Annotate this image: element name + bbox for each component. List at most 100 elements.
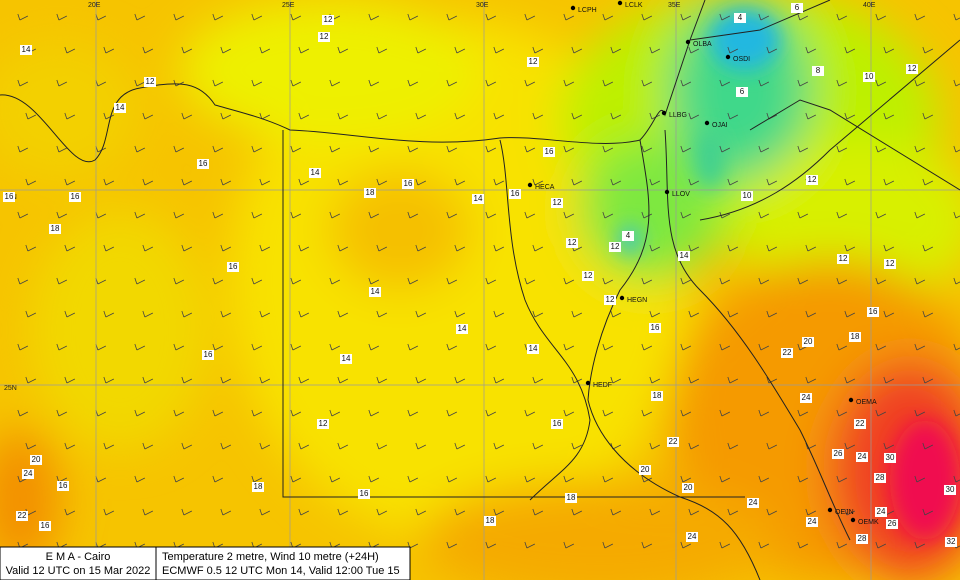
- temperature-label: 16: [651, 323, 660, 332]
- temperature-label: 14: [371, 287, 380, 296]
- temperature-label: 16: [204, 350, 213, 359]
- wind-barbs: [17, 13, 960, 549]
- label-bg: [867, 307, 879, 317]
- station-label: LLOV: [672, 191, 690, 198]
- label-bg: [667, 437, 679, 447]
- label-bg: [800, 393, 812, 403]
- station-label: LLBG: [669, 112, 687, 119]
- temperature-label: 24: [749, 498, 758, 507]
- station-dot: [827, 507, 833, 513]
- temperature-label: 20: [641, 465, 650, 474]
- station-label: LCPH: [578, 7, 597, 14]
- label-bg: [565, 493, 577, 503]
- label-bg: [791, 3, 803, 13]
- label-bg: [875, 507, 887, 517]
- temperature-label: 18: [51, 224, 60, 233]
- temperature-label: 18: [851, 332, 860, 341]
- label-bg: [734, 13, 746, 23]
- temperature-label: 26: [834, 449, 843, 458]
- temperature-label: 12: [908, 64, 917, 73]
- station-label: OEMA: [856, 399, 877, 406]
- label-bg: [144, 77, 156, 87]
- temperature-label: 18: [254, 482, 263, 491]
- label-bg: [832, 449, 844, 459]
- temperature-label: 20: [32, 455, 41, 464]
- temperature-label: 16: [59, 481, 68, 490]
- temperature-label: 18: [653, 391, 662, 400]
- label-bg: [856, 452, 868, 462]
- grid-label: 35E: [668, 2, 681, 9]
- label-bg: [741, 191, 753, 201]
- station-dot: [725, 54, 731, 60]
- label-bg: [22, 469, 34, 479]
- temperature-label: 16: [404, 179, 413, 188]
- temperature-label: 4: [626, 231, 631, 240]
- temperature-label: 20: [804, 337, 813, 346]
- label-bg: [639, 465, 651, 475]
- temperature-label: 30: [886, 453, 895, 462]
- temperature-label: 10: [865, 72, 874, 81]
- temperature-label: 12: [611, 242, 620, 251]
- temperature-label: 30: [946, 485, 955, 494]
- temperature-label: 16: [545, 147, 554, 156]
- station-dot: [848, 397, 854, 403]
- label-bg: [369, 287, 381, 297]
- label-bg: [114, 103, 126, 113]
- label-bg: [856, 534, 868, 544]
- label-bg: [402, 179, 414, 189]
- temperature-label: 16: [41, 521, 50, 530]
- label-bg: [944, 485, 956, 495]
- label-bg: [945, 537, 957, 547]
- label-bg: [886, 519, 898, 529]
- temperature-label: 14: [680, 251, 689, 260]
- station-dot: [664, 189, 670, 195]
- label-bg: [736, 87, 748, 97]
- temperature-label: 28: [876, 473, 885, 482]
- temperature-label: 8: [816, 66, 821, 75]
- label-bg: [884, 453, 896, 463]
- station-dot: [704, 120, 710, 126]
- label-bg: [747, 498, 759, 508]
- station-label: LCLK: [625, 2, 643, 9]
- temperature-label: 12: [146, 77, 155, 86]
- label-bg: [863, 72, 875, 82]
- temperature-label: 12: [529, 57, 538, 66]
- station-dot: [527, 182, 533, 188]
- label-bg: [806, 517, 818, 527]
- temperature-label: 12: [553, 198, 562, 207]
- label-bg: [682, 483, 694, 493]
- temperature-label: 10: [743, 191, 752, 200]
- label-bg: [202, 350, 214, 360]
- label-bg: [906, 64, 918, 74]
- barb-set: [17, 13, 960, 549]
- temperature-label: 14: [311, 168, 320, 177]
- temperature-label: 16: [553, 419, 562, 428]
- label-bg: [20, 45, 32, 55]
- label-bg: [651, 391, 663, 401]
- label-bg: [364, 188, 376, 198]
- station-label: HEGN: [627, 297, 647, 304]
- temperature-label: 24: [877, 507, 886, 516]
- label-bg: [802, 337, 814, 347]
- temperature-label: 16: [71, 192, 80, 201]
- label-bg: [309, 168, 321, 178]
- label-bg: [604, 295, 616, 305]
- temperature-label: 12: [319, 419, 328, 428]
- station-label: OSDI: [733, 56, 750, 63]
- temperature-label: 18: [567, 493, 576, 502]
- station-label: HEDF: [593, 382, 612, 389]
- grid-label: 30E: [476, 2, 489, 9]
- label-bg: [566, 238, 578, 248]
- station-label: OEJN: [835, 509, 854, 516]
- station-label: OEMK: [858, 519, 879, 526]
- temperature-label: 24: [808, 517, 817, 526]
- label-bg: [472, 194, 484, 204]
- temperature-label: 26: [888, 519, 897, 528]
- label-bg: [849, 332, 861, 342]
- station-label: OLBA: [693, 41, 712, 48]
- agency: E M A - Cairo: [46, 551, 111, 563]
- label-bg: [609, 242, 621, 252]
